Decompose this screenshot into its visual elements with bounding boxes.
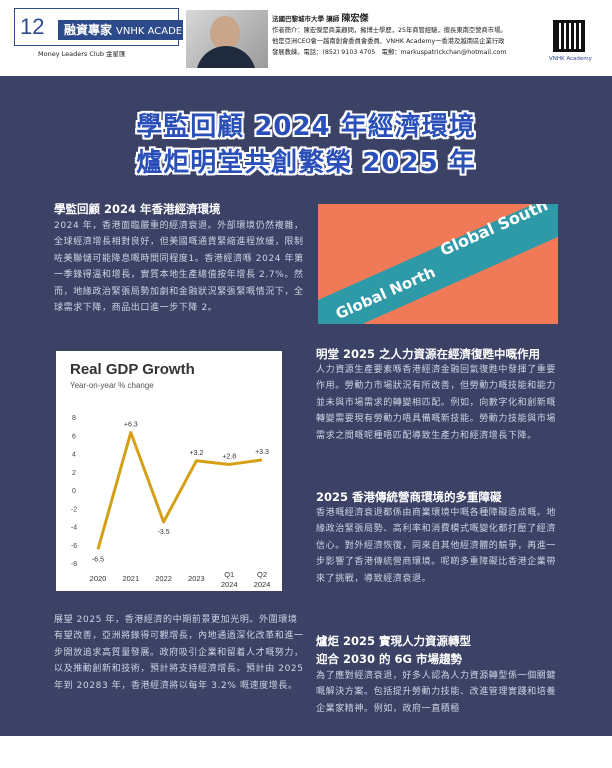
author-heading: 法國巴黎城市大學 講師 陳宏傑 — [272, 14, 369, 24]
qr-label: VNHK Academy — [549, 56, 592, 62]
section-4-body: 為了應對經濟衰退，好多人認為人力資源轉型係一個關鍵嘅解決方案。包括提升勞動力技能… — [316, 671, 557, 714]
x-tick-label: 2024 — [254, 580, 271, 589]
y-tick-label: 4 — [72, 452, 76, 459]
y-tick-label: 2 — [72, 470, 76, 477]
x-tick-label: 2024 — [221, 580, 238, 589]
academy-name: VNHK ACADEMY — [116, 26, 197, 37]
section-3-heading: 2025 香港傳統營商環境的多重障礙 — [316, 490, 502, 504]
y-tick-label: -8 — [71, 561, 77, 568]
hero-image: Global South Global North — [318, 204, 558, 324]
data-label: +3.3 — [255, 449, 269, 456]
section-title: 融資專家 — [64, 23, 113, 37]
x-tick-label: Q1 — [224, 570, 234, 579]
headline-line-2: 爐炬明堂共創繁榮 2025 年 — [136, 148, 476, 178]
section-1-body: 2024 年，香港面臨嚴重的經濟衰退。外部環境仍然複雜，全球經濟增長相對良好，但… — [54, 221, 304, 314]
section-2-heading: 明堂 2025 之人力資源在經濟復甦中嘅作用 — [316, 347, 541, 361]
section-3-body: 香港嘅經濟衰退都係由商業環境中嘅各種障礙造成嘅。地緣政治緊張局勢、高利率和消費模… — [316, 508, 557, 584]
page-number: 12 — [20, 14, 45, 39]
x-tick-label: 2023 — [188, 574, 205, 583]
section-4-heading-2: 迎合 2030 的 6G 市場趨勢 — [316, 652, 462, 666]
y-tick-label: 8 — [72, 415, 76, 422]
gdp-series-line — [96, 431, 263, 550]
data-label: +2.8 — [222, 453, 236, 460]
bio-line-3: 發展教練。電話：(852) 9103 4705 電郵：markuspatrick… — [272, 49, 507, 56]
section-2-body: 人力資源生產要素喺香港經濟金融回氣復甦中發揮了重要作用。勞動力市場狀況有所改善，… — [316, 365, 557, 441]
x-tick-label: 2021 — [122, 574, 139, 583]
bio-line-2: 他是亞洲CEO會一越南創會委員會委員、VNHK Academy一香港及越南區企業… — [272, 38, 505, 45]
y-tick-label: 6 — [72, 433, 76, 440]
author-photo — [186, 10, 268, 68]
x-tick-label: 2020 — [90, 574, 107, 583]
chart-title: Real GDP Growth — [70, 361, 195, 378]
data-label: +3.2 — [189, 450, 203, 457]
y-tick-label: 0 — [72, 488, 76, 495]
data-label: -3.5 — [158, 529, 170, 536]
qr-code-icon[interactable] — [553, 20, 585, 52]
bio-line-1: 作者簡介：陳宏傑是商業顧問，擁博士學歷，25年商管經驗，擅長東南亞營商市場。 — [272, 27, 507, 34]
section-1-heading: 學監回顧 2024 年香港經濟環境 — [54, 202, 221, 216]
y-tick-label: -2 — [71, 506, 77, 513]
section-1-outlook: 展望 2025 年，香港經濟的中期前景更加光明。外圍環境有望改善，亞洲將錄得可觀… — [54, 615, 304, 691]
author-bio: 法國巴黎城市大學 講師 陳宏傑 作者簡介：陳宏傑是商業顧問，擁博士學歷，25年商… — [272, 14, 547, 58]
page-header: 12 融資專家 VNHK ACADEMY Money Leaders Club 金… — [0, 0, 612, 76]
x-tick-label: 2022 — [155, 574, 172, 583]
section-banner: 融資專家 VNHK ACADEMY — [58, 20, 197, 40]
club-name: Money Leaders Club 金星匯 — [38, 50, 126, 58]
data-label: +6.3 — [124, 422, 138, 429]
headline-line-1: 學監回顧 2024 年經濟環境 — [136, 112, 476, 142]
chart-subtitle: Year-on-year % change — [70, 381, 154, 390]
data-label: -6.5 — [92, 556, 104, 563]
gdp-chart: Real GDP Growth Year-on-year % change 8 6… — [56, 351, 282, 591]
y-tick-label: -6 — [71, 543, 77, 550]
x-tick-label: Q2 — [257, 570, 267, 579]
section-4-heading-1: 爐炬 2025 實現人力資源轉型 — [316, 634, 472, 648]
author-name: 陳宏傑 — [341, 14, 369, 24]
y-tick-label: -4 — [71, 525, 77, 532]
